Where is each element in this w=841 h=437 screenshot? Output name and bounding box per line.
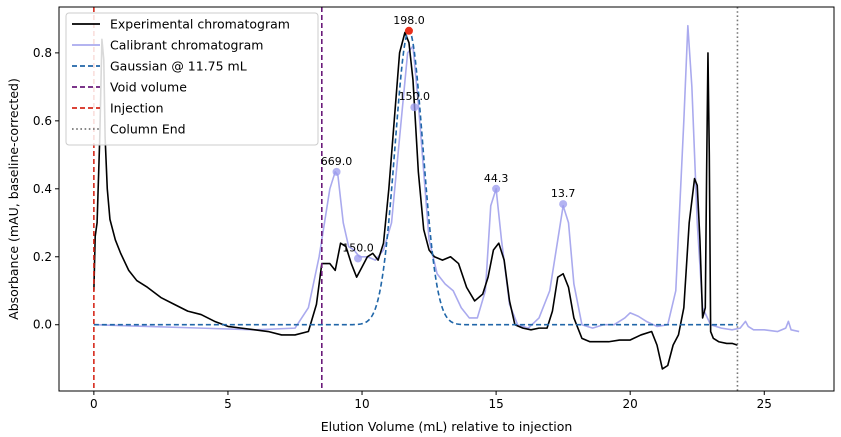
x-tick-label: 0 — [90, 397, 98, 411]
x-tick-label: 15 — [488, 397, 503, 411]
calibrant-peak-label: 44.3 — [484, 172, 509, 185]
legend-box — [65, 12, 319, 146]
apex-marker — [404, 26, 413, 35]
y-tick-label: 0.8 — [33, 46, 52, 60]
y-tick-label: 0.2 — [33, 250, 52, 264]
calibrant-peak-marker — [354, 254, 363, 263]
legend-label: Injection — [110, 101, 164, 116]
calibrant-peak-marker — [410, 103, 419, 112]
y-tick-label: 0.6 — [33, 114, 52, 128]
legend-label: Experimental chromatogram — [110, 17, 290, 32]
legend-label: Column End — [110, 122, 186, 137]
x-tick-label: 20 — [623, 397, 638, 411]
calibrant-peak-marker — [332, 167, 341, 176]
calibrant-peak-label: 150.0 — [399, 90, 431, 103]
gaussian-series-line — [93, 29, 738, 326]
y-tick-label: 0.4 — [33, 182, 52, 196]
legend-label: Gaussian @ 11.75 mL — [110, 59, 247, 74]
x-tick-label: 5 — [224, 397, 232, 411]
x-tick-label: 25 — [757, 397, 772, 411]
experimental-series-line — [93, 31, 738, 370]
legend-label: Void volume — [110, 80, 187, 95]
legend-label: Calibrant chromatogram — [110, 38, 263, 53]
calibrant-peak-marker — [492, 184, 501, 193]
calibrant-peak-marker — [559, 200, 568, 209]
legend: Experimental chromatogram Calibrant chrom… — [65, 12, 319, 146]
x-tick-label: 10 — [354, 397, 369, 411]
y-tick-label: 0.0 — [33, 318, 52, 332]
calibrant-peak-label: 13.7 — [551, 187, 576, 200]
calibrant-peak-label: 150.0 — [342, 241, 374, 254]
x-axis-label: Elution Volume (mL) relative to injectio… — [321, 419, 573, 434]
y-axis-label: Absorbance (mAU, baseline-corrected) — [6, 78, 21, 320]
apex-label: 198.0 — [393, 14, 425, 27]
calibrant-peak-label: 669.0 — [321, 155, 353, 168]
plot-frame — [58, 6, 835, 392]
